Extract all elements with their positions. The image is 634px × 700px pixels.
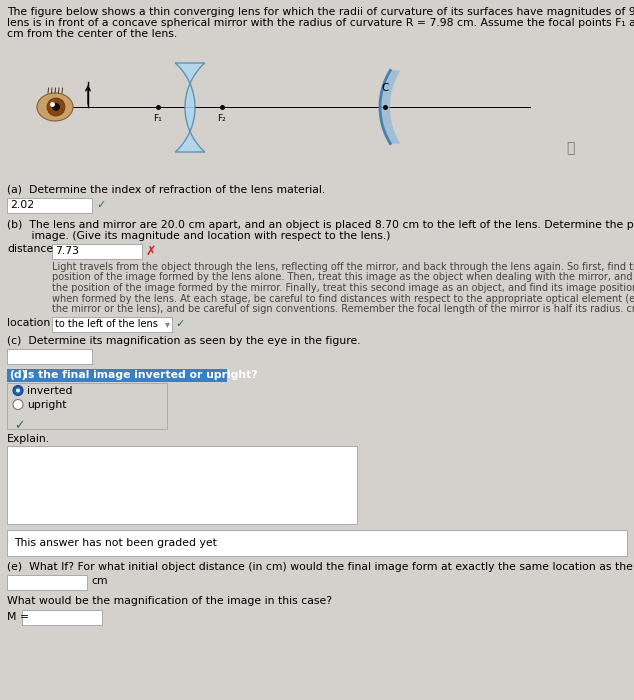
- Text: the mirror or the lens), and be careful of sign conventions. Remember the focal : the mirror or the lens), and be careful …: [52, 304, 634, 314]
- FancyBboxPatch shape: [7, 382, 167, 428]
- FancyBboxPatch shape: [7, 575, 87, 589]
- Text: This answer has not been graded yet: This answer has not been graded yet: [14, 538, 217, 547]
- Text: Explain.: Explain.: [7, 435, 50, 444]
- Text: ⓘ: ⓘ: [566, 141, 574, 155]
- Polygon shape: [380, 71, 400, 144]
- Text: image. (Give its magnitude and location with respect to the lens.): image. (Give its magnitude and location …: [7, 231, 391, 241]
- Text: lens is in front of a concave spherical mirror with the radius of curvature R = : lens is in front of a concave spherical …: [7, 18, 634, 28]
- Text: inverted: inverted: [27, 386, 72, 396]
- FancyBboxPatch shape: [7, 445, 357, 524]
- FancyBboxPatch shape: [7, 368, 227, 382]
- Text: What would be the magnification of the image in this case?: What would be the magnification of the i…: [7, 596, 332, 606]
- FancyBboxPatch shape: [7, 529, 627, 556]
- FancyBboxPatch shape: [7, 198, 92, 213]
- Text: Is the final image inverted or upright?: Is the final image inverted or upright?: [24, 370, 257, 380]
- Polygon shape: [175, 63, 205, 152]
- Ellipse shape: [52, 103, 60, 111]
- Circle shape: [13, 386, 23, 396]
- Text: 2.02: 2.02: [10, 200, 34, 211]
- Text: ✓: ✓: [14, 419, 25, 432]
- Text: (a)  Determine the index of refraction of the lens material.: (a) Determine the index of refraction of…: [7, 185, 325, 195]
- Text: (b)  The lens and mirror are 20.0 cm apart, and an object is placed 8.70 cm to t: (b) The lens and mirror are 20.0 cm apar…: [7, 220, 634, 230]
- Ellipse shape: [37, 93, 73, 121]
- Text: cm from the center of the lens.: cm from the center of the lens.: [7, 29, 178, 39]
- Text: location: location: [7, 318, 50, 328]
- Circle shape: [13, 400, 23, 410]
- FancyBboxPatch shape: [52, 244, 142, 259]
- Text: ▾: ▾: [165, 319, 169, 329]
- Text: when formed by the lens. At each stage, be careful to find distances with respec: when formed by the lens. At each stage, …: [52, 293, 634, 304]
- Text: to the left of the lens: to the left of the lens: [55, 319, 158, 329]
- Text: 7.73: 7.73: [55, 246, 79, 256]
- Text: (e)  What If? For what initial object distance (in cm) would the final image for: (e) What If? For what initial object dis…: [7, 561, 634, 571]
- FancyBboxPatch shape: [22, 610, 102, 624]
- FancyBboxPatch shape: [7, 349, 92, 363]
- Text: F₂: F₂: [217, 114, 226, 123]
- Text: Light travels from the object through the lens, reflecting off the mirror, and b: Light travels from the object through th…: [52, 262, 634, 272]
- Text: M =: M =: [7, 612, 29, 622]
- Circle shape: [16, 389, 20, 393]
- Text: ✓: ✓: [96, 200, 105, 210]
- Text: the position of the image formed by the mirror. Finally, treat this second image: the position of the image formed by the …: [52, 283, 634, 293]
- Text: ✗: ✗: [146, 244, 157, 258]
- Text: (c)  Determine its magnification as seen by the eye in the figure.: (c) Determine its magnification as seen …: [7, 337, 361, 346]
- Text: F₁: F₁: [153, 114, 162, 123]
- Ellipse shape: [47, 98, 65, 116]
- Text: position of the image formed by the lens alone. Then, treat this image as the ob: position of the image formed by the lens…: [52, 272, 634, 283]
- Text: distance: distance: [7, 244, 53, 254]
- Text: The figure below shows a thin converging lens for which the radii of curvature o: The figure below shows a thin converging…: [7, 7, 634, 17]
- Text: upright: upright: [27, 400, 67, 410]
- Text: C: C: [381, 83, 389, 93]
- Text: ✓: ✓: [175, 318, 184, 328]
- Text: (d): (d): [9, 370, 27, 380]
- Text: cm: cm: [91, 577, 108, 587]
- FancyBboxPatch shape: [52, 316, 172, 332]
